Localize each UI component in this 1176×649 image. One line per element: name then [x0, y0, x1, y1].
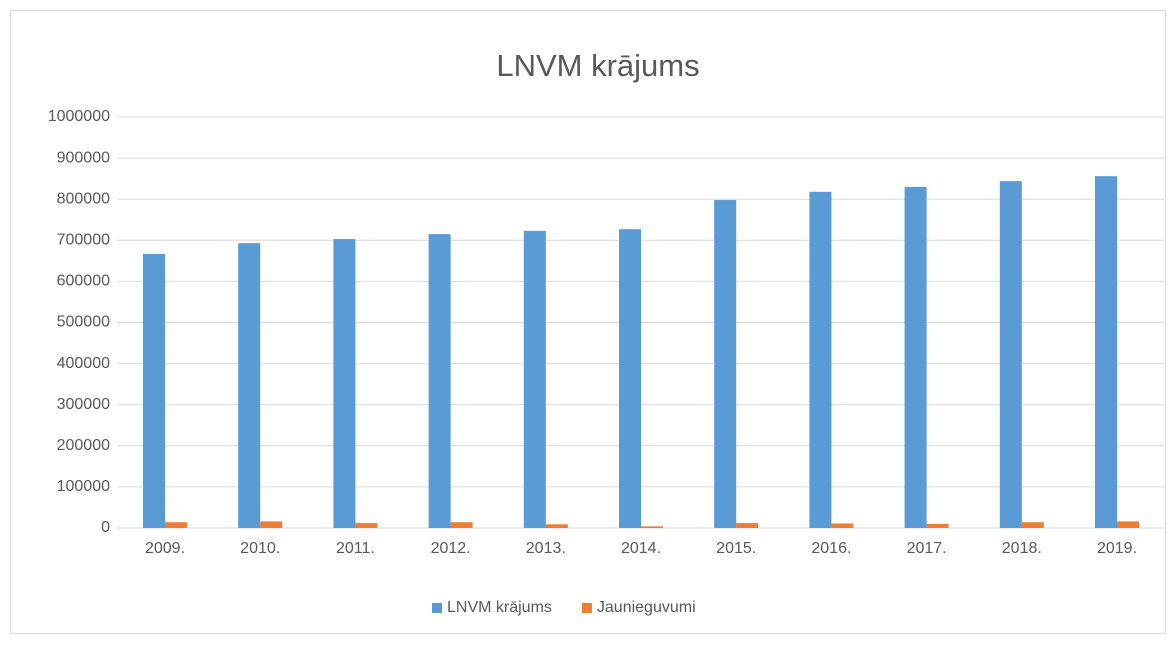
x-tick-label: 2016. [811, 540, 851, 557]
bar [831, 523, 854, 528]
bar [619, 229, 641, 528]
x-tick-label: 2012. [431, 540, 471, 557]
chart-title: LNVM krājums [496, 48, 699, 83]
y-tick-label: 700000 [57, 232, 110, 249]
bar [333, 239, 356, 528]
bar [904, 186, 927, 528]
legend-swatch [581, 603, 592, 613]
y-tick-label: 500000 [57, 314, 110, 331]
x-tick-label: 2009. [145, 540, 185, 557]
bar [999, 181, 1022, 528]
bar [238, 243, 261, 528]
x-tick-label: 2010. [240, 540, 280, 557]
bar [143, 253, 165, 528]
y-tick-label: 400000 [57, 355, 110, 372]
bar [641, 526, 663, 528]
x-tick-label: 2014. [621, 540, 661, 557]
x-tick-label: 2017. [907, 540, 947, 557]
x-tick-label: 2018. [1002, 540, 1042, 557]
bar [926, 523, 949, 528]
bar [355, 523, 378, 528]
bar [165, 522, 187, 528]
bar [450, 522, 473, 528]
x-tick-label: 2015. [716, 540, 756, 557]
y-tick-label: 800000 [57, 190, 110, 207]
bar [260, 521, 283, 528]
bar [545, 524, 568, 528]
bar [428, 234, 451, 528]
y-tick-label: 600000 [57, 273, 110, 290]
y-tick-label: 300000 [57, 396, 110, 413]
y-tick-label: 900000 [57, 149, 110, 166]
y-tick-label: 200000 [57, 437, 110, 454]
bar [809, 191, 832, 528]
bar [714, 200, 737, 528]
bar [1021, 522, 1044, 528]
x-tick-label: 2019. [1097, 540, 1137, 557]
y-tick-label: 1000000 [48, 108, 110, 125]
bar [1095, 176, 1117, 528]
bar [523, 230, 546, 529]
legend-label: Jaunieguvumi [597, 599, 696, 616]
x-tick-label: 2013. [526, 540, 566, 557]
bar [736, 523, 759, 528]
x-tick-label: 2011. [336, 540, 375, 557]
bar [1117, 521, 1139, 528]
y-tick-label: 100000 [57, 478, 110, 495]
legend-swatch [432, 603, 442, 613]
y-tick-label: 0 [101, 519, 110, 536]
legend-label: LNVM krājums [447, 599, 552, 616]
